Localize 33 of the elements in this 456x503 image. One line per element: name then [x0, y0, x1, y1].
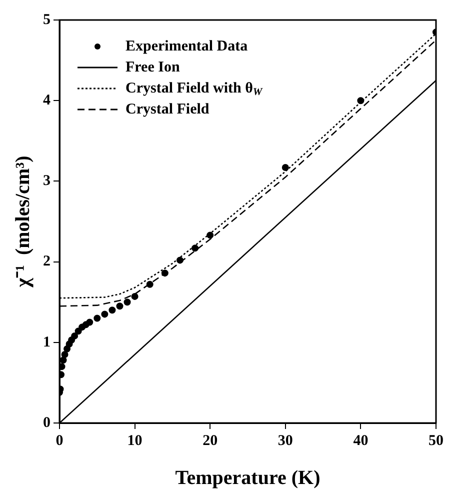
y-tick-label: 5	[43, 12, 50, 28]
point	[282, 164, 289, 171]
y-tick-label: 1	[43, 334, 50, 350]
x-tick-label: 20	[202, 432, 218, 449]
point	[176, 256, 184, 264]
y-tick-label: 3	[43, 173, 50, 190]
point	[108, 306, 116, 314]
y-axis-title: χ⁻¹ (moles/cm³)	[12, 156, 34, 288]
point	[101, 310, 108, 318]
point	[61, 350, 68, 358]
legend-label: Crystal Field	[126, 101, 210, 118]
point	[71, 332, 78, 340]
point	[94, 314, 101, 322]
y-tick-label: 0	[43, 414, 50, 431]
y-tick-label: 4	[43, 92, 51, 108]
point	[116, 302, 124, 310]
point	[161, 270, 168, 277]
x-tick-label: 30	[278, 432, 293, 449]
point	[357, 97, 364, 104]
legend-label: Free Ion	[126, 59, 180, 76]
point	[131, 292, 138, 300]
point	[206, 232, 214, 239]
y-tick-label: 2	[43, 254, 50, 270]
point	[124, 298, 131, 306]
point	[146, 280, 154, 288]
point	[86, 318, 94, 326]
x-tick-label: 40	[353, 432, 368, 449]
x-tick-label: 50	[428, 432, 444, 449]
x-axis-title: Temperature (K)	[175, 467, 320, 490]
point	[192, 244, 199, 252]
x-tick-label: 10	[127, 432, 142, 449]
x-tick-label: 0	[56, 432, 64, 449]
legend-label: Experimental Data	[126, 38, 248, 54]
